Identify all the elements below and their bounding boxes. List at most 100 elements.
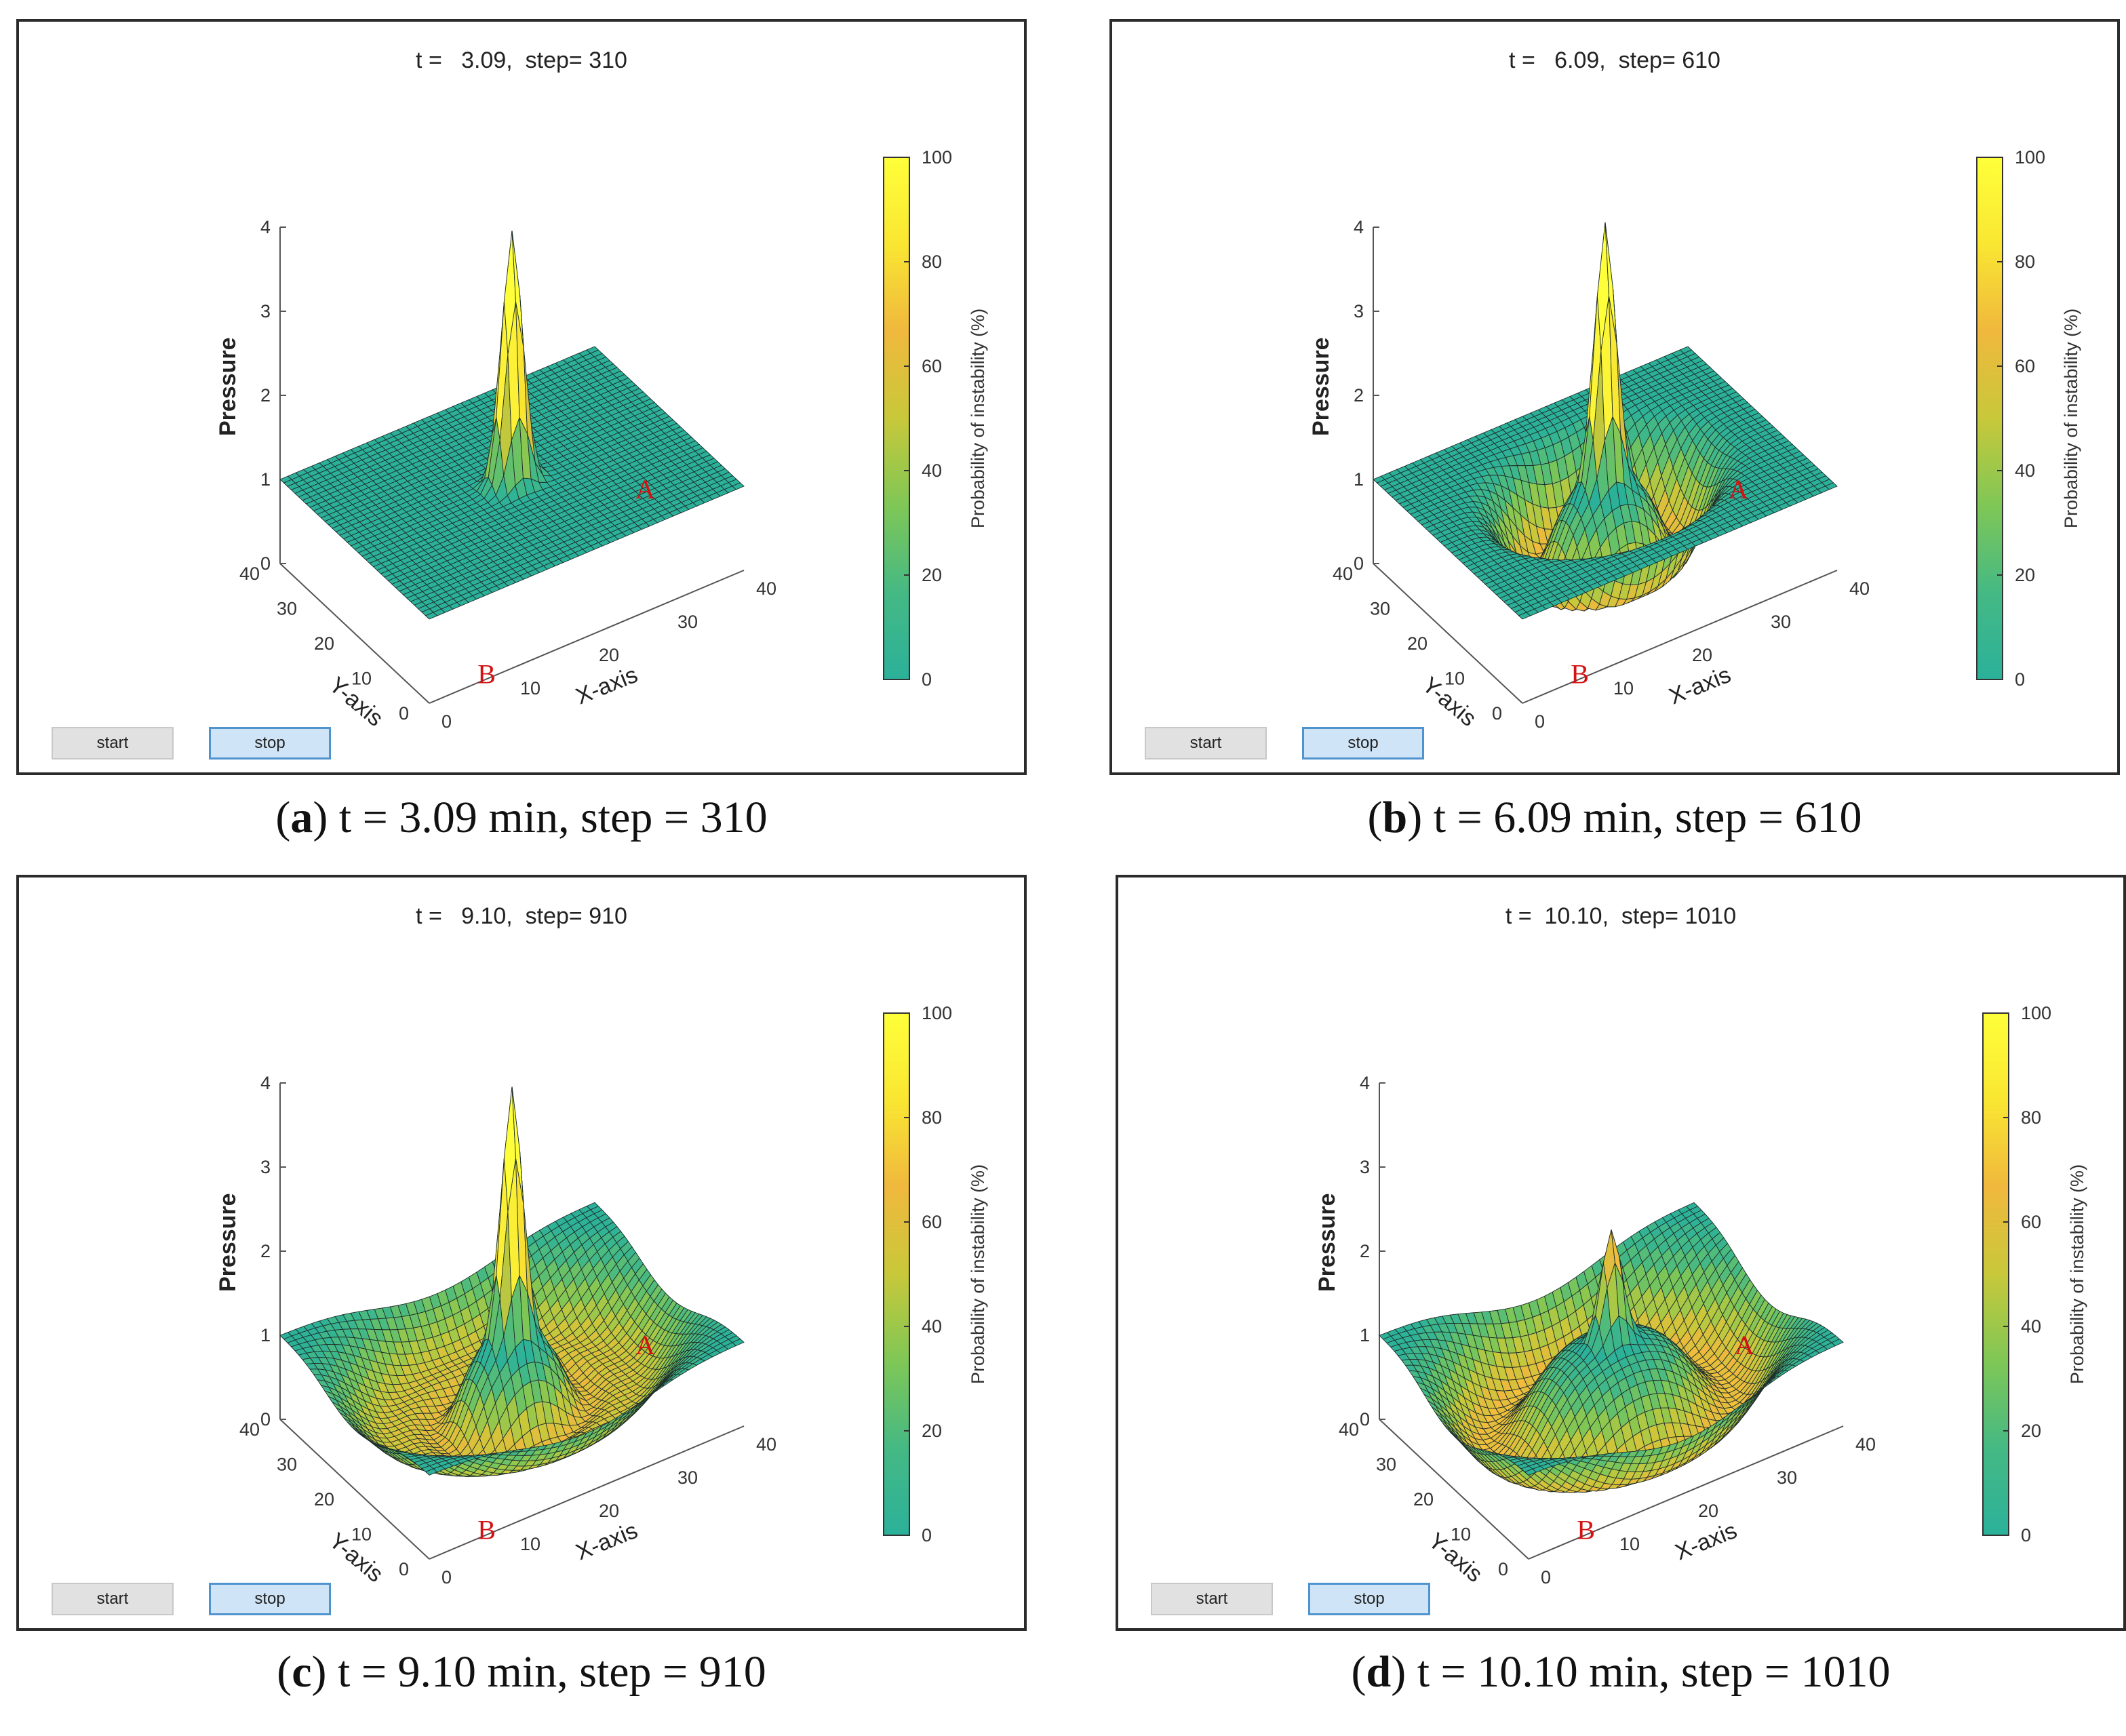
y-tick-label: 0 — [399, 1559, 409, 1579]
y-tick-label: 40 — [1333, 564, 1353, 584]
x-axis-label: X-axis — [572, 1518, 642, 1566]
y-tick-label: 30 — [1376, 1455, 1396, 1475]
colorbar-label: Probability of instability (%) — [968, 1164, 988, 1384]
z-tick-label: 1 — [1354, 469, 1364, 490]
x-tick-label: 10 — [520, 1534, 540, 1554]
x-tick-label: 30 — [1777, 1467, 1797, 1488]
x-tick-label: 30 — [1771, 612, 1791, 632]
marker-b-label: B — [1571, 659, 1589, 690]
colorbar-tick-label: 40 — [922, 1316, 942, 1337]
marker-b-label: B — [477, 1515, 496, 1545]
colorbar-label: Probability of instability (%) — [968, 309, 988, 528]
y-tick-label: 0 — [399, 703, 409, 724]
surface-cell — [1825, 482, 1838, 490]
x-axis-label: X-axis — [572, 662, 642, 710]
y-tick-label: 10 — [351, 1524, 372, 1545]
z-tick-label: 2 — [260, 385, 271, 406]
stop-button[interactable]: stop — [1302, 727, 1424, 760]
y-axis-line — [279, 563, 430, 704]
x-tick-label: 20 — [599, 645, 619, 665]
x-axis-line — [429, 570, 745, 704]
marker-a-label: A — [635, 1330, 655, 1360]
figure-panel-d: 0 1 2 3 4 0 10 20 30 40 0 10 20 30 40 Pressure Y-axis X-a… — [1116, 875, 2126, 1631]
colorbar-tick-label: 0 — [922, 1525, 932, 1545]
colorbar-tick-label: 0 — [922, 669, 932, 690]
colorbar-tick-label: 40 — [922, 460, 942, 481]
x-axis-line — [1522, 570, 1838, 704]
marker-b-label: B — [477, 659, 496, 690]
x-axis-label: X-axis — [1672, 1518, 1741, 1566]
x-axis-label: X-axis — [1666, 662, 1735, 710]
stop-button[interactable]: stop — [209, 1583, 331, 1615]
stop-button[interactable]: stop — [209, 727, 331, 760]
x-tick-label: 10 — [1619, 1534, 1640, 1554]
marker-a-label: A — [1729, 474, 1748, 505]
pressure-surface — [279, 230, 745, 620]
z-tick-label: 1 — [260, 469, 271, 490]
z-tick-label: 4 — [260, 1073, 271, 1093]
z-axis-label: Pressure — [215, 1193, 241, 1292]
z-tick-label: 1 — [260, 1325, 271, 1345]
x-tick-label: 40 — [756, 1434, 776, 1455]
x-tick-label: 10 — [520, 678, 540, 698]
y-tick-label: 10 — [351, 669, 372, 689]
start-button[interactable]: start — [52, 727, 174, 760]
colorbar-tick-label: 100 — [922, 147, 952, 167]
colorbar-tick-label: 80 — [922, 1107, 942, 1128]
colorbar-tick-label: 20 — [2015, 565, 2035, 585]
z-tick-label: 0 — [260, 1409, 271, 1429]
caption-a: (a) t = 3.09 min, step = 310 — [275, 793, 768, 842]
x-tick-label: 40 — [1849, 578, 1870, 599]
z-tick-label: 3 — [1354, 301, 1364, 321]
z-tick-label: 4 — [260, 217, 271, 237]
start-button[interactable]: start — [52, 1583, 174, 1615]
z-tick-label: 4 — [1360, 1073, 1370, 1093]
caption-letter-a: a — [290, 793, 313, 842]
y-axis-line — [279, 1419, 430, 1560]
x-tick-label: 0 — [1541, 1567, 1551, 1587]
x-tick-label: 20 — [599, 1501, 619, 1521]
figure-panel-b: 0 1 2 3 4 0 10 20 30 40 0 10 20 30 40 Pressure Y-axis X-a… — [1109, 19, 2120, 775]
colorbar-label: Probability of instability (%) — [2061, 309, 2081, 528]
caption-b: (b) t = 6.09 min, step = 610 — [1367, 793, 1862, 842]
x-tick-label: 10 — [1613, 678, 1634, 698]
x-tick-label: 20 — [1698, 1501, 1718, 1521]
z-tick-label: 2 — [1354, 385, 1364, 406]
z-tick-label: 1 — [1360, 1325, 1370, 1345]
colorbar-tick-label: 80 — [2015, 252, 2035, 272]
pressure-surface — [279, 1086, 745, 1477]
y-tick-label: 40 — [1339, 1419, 1359, 1440]
colorbar-gradient — [1976, 157, 2003, 680]
z-tick-label: 0 — [1354, 553, 1364, 574]
surface-cell — [732, 482, 745, 490]
z-axis-label: Pressure — [1314, 1193, 1340, 1292]
x-tick-label: 40 — [1855, 1434, 1876, 1455]
marker-a-label: A — [635, 474, 655, 505]
colorbar-tick-label: 60 — [922, 1212, 942, 1232]
z-tick-label: 2 — [260, 1241, 271, 1261]
y-tick-label: 10 — [1451, 1524, 1471, 1545]
y-tick-label: 30 — [277, 599, 297, 619]
z-tick-label: 4 — [1354, 217, 1364, 237]
z-axis-label: Pressure — [1308, 337, 1334, 436]
caption-c: (c) t = 9.10 min, step = 910 — [277, 1647, 766, 1697]
y-tick-label: 40 — [239, 564, 260, 584]
caption-text-c: t = 9.10 min, step = 910 — [337, 1647, 766, 1697]
z-tick-label: 3 — [260, 301, 271, 321]
pressure-surface — [1373, 222, 1838, 620]
y-tick-label: 20 — [314, 1489, 334, 1510]
y-tick-label: 20 — [1413, 1489, 1434, 1510]
y-tick-label: 0 — [1498, 1559, 1508, 1579]
colorbar-tick-label: 60 — [2015, 356, 2035, 376]
colorbar-tick-label: 80 — [922, 252, 942, 272]
start-button[interactable]: start — [1145, 727, 1267, 760]
colorbar-tick-label: 20 — [922, 565, 942, 585]
figure-panel-c: 0 1 2 3 4 0 10 20 30 40 0 10 20 30 40 Pressure Y-axis X-a… — [16, 875, 1027, 1631]
z-tick-label: 0 — [1360, 1409, 1370, 1429]
